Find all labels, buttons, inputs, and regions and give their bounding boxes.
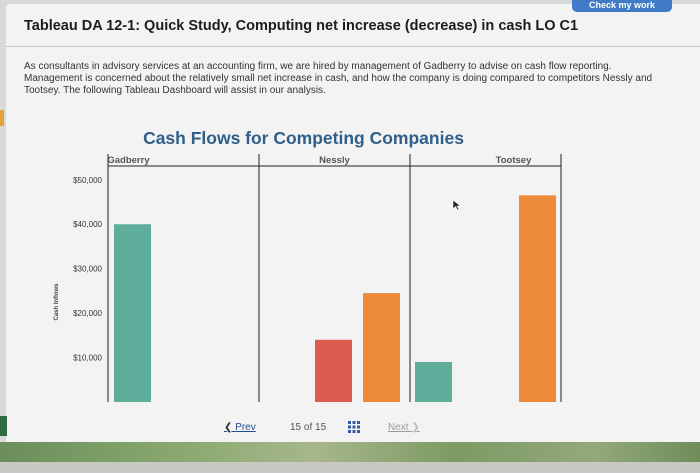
next-label: Next — [388, 422, 409, 433]
y-axis-label: Cash Inflows — [54, 283, 60, 321]
mouse-cursor-icon — [452, 199, 462, 211]
chevron-right-icon: ❯ — [408, 422, 420, 433]
pager: ❮ Prev 15 of 15 Next ❯ — [218, 418, 448, 438]
panel-label: Nessly — [319, 155, 350, 166]
bar — [363, 293, 400, 402]
chevron-left-icon: ❮ — [224, 422, 236, 433]
panel-label: Gadberry — [107, 155, 150, 166]
page-indicator: 15 of 15 — [290, 422, 327, 433]
next-button[interactable]: Next ❯ — [388, 422, 420, 433]
check-my-work-button[interactable]: Check my work — [572, 0, 672, 12]
bar — [519, 195, 556, 402]
grid-icon[interactable] — [348, 421, 360, 433]
y-tick-label: $50,000 — [73, 176, 102, 185]
prev-label: Prev — [235, 422, 256, 433]
y-tick-label: $10,000 — [73, 354, 102, 363]
dock-bar — [0, 462, 700, 473]
bar — [315, 339, 352, 402]
intro-text: As consultants in advisory services at a… — [24, 61, 653, 96]
panel-label: Tootsey — [496, 155, 532, 166]
cash-flows-chart: Cash Inflows $10,000 $20,000 $30,000 $40,000… — [54, 154, 562, 402]
y-tick-label: $20,000 — [73, 309, 102, 318]
bar — [415, 362, 452, 402]
bar — [114, 224, 151, 402]
y-tick-label: $40,000 — [73, 220, 102, 229]
title-divider — [6, 46, 700, 47]
prev-button[interactable]: ❮ Prev — [224, 422, 256, 433]
dashboard-title: Cash Flows for Competing Companies — [143, 128, 464, 148]
y-tick-label: $30,000 — [73, 265, 102, 274]
question-panel: Check my work Tableau DA 12-1: Quick Stu… — [6, 0, 700, 442]
page-title: Tableau DA 12-1: Quick Study, Computing … — [24, 18, 579, 34]
left-edge-tab — [0, 110, 4, 126]
left-edge-marker — [0, 416, 7, 436]
